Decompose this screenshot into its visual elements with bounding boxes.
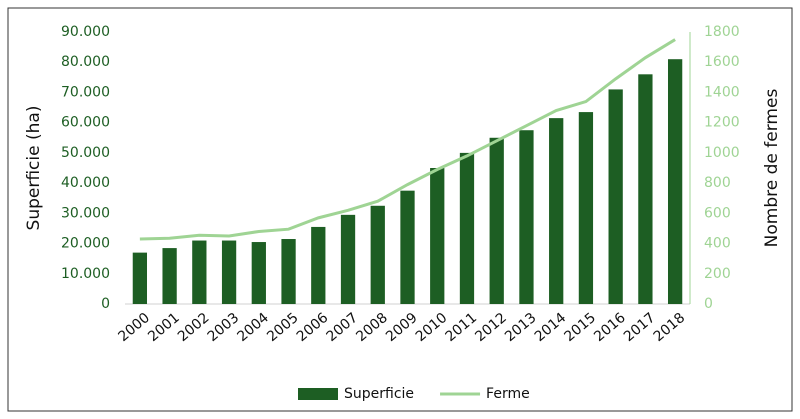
bar	[549, 118, 564, 304]
y2-tick-label: 400	[704, 236, 731, 252]
y-tick-label: 30.000	[61, 205, 110, 221]
y2-tick-label: 200	[704, 266, 731, 282]
bar	[667, 59, 683, 305]
y2-tick-label: 1000	[704, 145, 740, 161]
bar	[519, 130, 534, 304]
y-tick-label: 60.000	[61, 115, 110, 131]
bar	[311, 226, 326, 304]
y-tick-label: 50.000	[61, 145, 110, 161]
y-axis-title: Superficie (ha)	[24, 106, 44, 231]
bar	[162, 248, 177, 304]
y2-tick-label: 1800	[704, 24, 740, 40]
bar	[132, 252, 148, 304]
bar	[340, 214, 356, 304]
bar	[221, 240, 237, 304]
legend-label: Ferme	[486, 386, 530, 402]
y2-axis-title: Nombre de fermes	[762, 89, 782, 248]
y2-tick-label: 600	[704, 205, 731, 221]
y-tick-label: 80.000	[61, 54, 110, 70]
y-tick-label: 0	[101, 296, 110, 312]
bar	[578, 112, 594, 304]
y2-tick-label: 1600	[704, 54, 740, 70]
bar	[251, 242, 266, 304]
y2-tick-label: 800	[704, 175, 731, 191]
bar	[430, 168, 445, 304]
bar	[638, 74, 653, 304]
bar	[370, 205, 385, 304]
bar	[489, 137, 504, 304]
y-tick-label: 20.000	[61, 236, 110, 252]
y-tick-label: 40.000	[61, 175, 110, 191]
bar	[192, 240, 207, 304]
legend-swatch	[298, 388, 338, 400]
y2-tick-label: 1400	[704, 84, 740, 100]
bar	[459, 152, 475, 304]
bar	[608, 89, 623, 304]
y-tick-label: 90.000	[61, 24, 110, 40]
bar	[400, 190, 415, 304]
y2-tick-label: 1200	[704, 115, 740, 131]
frame	[7, 7, 793, 412]
line	[139, 38, 676, 241]
legend-label: Superficie	[344, 386, 414, 402]
y-tick-label: 10.000	[61, 266, 110, 282]
bar	[281, 239, 296, 304]
y2-tick-label: 0	[704, 296, 713, 312]
y-tick-label: 70.000	[61, 84, 110, 100]
